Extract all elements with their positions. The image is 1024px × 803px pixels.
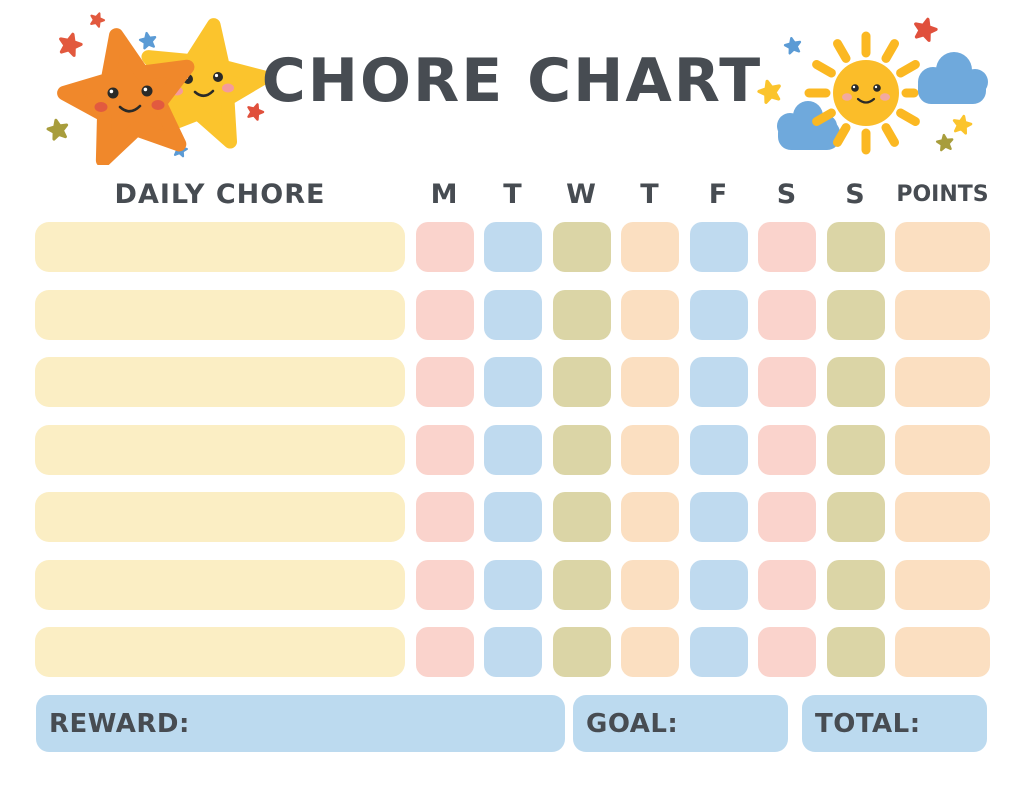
sun	[804, 31, 920, 155]
day-cell-thu[interactable]	[621, 222, 679, 272]
chore-name-cell[interactable]	[35, 357, 405, 407]
day-cell-thu[interactable]	[621, 492, 679, 542]
day-cell-mon[interactable]	[415, 222, 474, 272]
day-cell-wed[interactable]	[552, 627, 611, 677]
day-header-sat: S	[776, 178, 798, 210]
footer: REWARD: GOAL: TOTAL:	[0, 695, 1024, 752]
day-cell-fri[interactable]	[689, 222, 748, 272]
points-cell[interactable]	[895, 559, 990, 610]
orange-star	[55, 22, 203, 165]
day-header-fri: F	[708, 178, 729, 210]
points-cell[interactable]	[895, 357, 990, 407]
day-cell-wed[interactable]	[552, 222, 611, 272]
day-cell-wed[interactable]	[552, 289, 611, 340]
page-title: CHORE CHART	[261, 46, 763, 116]
day-cell-fri[interactable]	[689, 559, 748, 610]
day-cell-thu[interactable]	[621, 357, 679, 407]
day-cell-fri[interactable]	[689, 424, 748, 475]
daily-chore-header: DAILY CHORE	[114, 178, 326, 210]
day-cell-thu[interactable]	[621, 289, 679, 340]
day-cell-sun[interactable]	[826, 559, 885, 610]
points-header: POINTS	[896, 181, 989, 207]
day-cell-wed[interactable]	[552, 492, 611, 542]
day-cell-sat[interactable]	[758, 424, 816, 475]
day-cell-sat[interactable]	[758, 492, 816, 542]
chore-chart-page: CHORE CHART	[0, 0, 1024, 752]
day-cell-mon[interactable]	[415, 357, 474, 407]
day-cell-tue[interactable]	[484, 222, 542, 272]
day-header-mon: M	[430, 178, 459, 210]
day-cell-sat[interactable]	[758, 559, 816, 610]
day-cell-thu[interactable]	[621, 424, 679, 475]
day-cell-thu[interactable]	[621, 559, 679, 610]
chore-name-cell[interactable]	[35, 627, 405, 677]
day-cell-sun[interactable]	[826, 627, 885, 677]
day-cell-tue[interactable]	[484, 492, 542, 542]
cloud-back	[777, 101, 840, 150]
chore-table	[0, 222, 1024, 677]
reward-label: REWARD:	[49, 708, 190, 739]
day-cell-fri[interactable]	[689, 492, 748, 542]
day-cell-mon[interactable]	[415, 559, 474, 610]
day-cell-tue[interactable]	[484, 424, 542, 475]
day-cell-fri[interactable]	[689, 357, 748, 407]
day-cell-sun[interactable]	[826, 424, 885, 475]
day-header-tue: T	[503, 178, 523, 210]
day-cell-fri[interactable]	[689, 627, 748, 677]
day-cell-sat[interactable]	[758, 222, 816, 272]
day-cell-sun[interactable]	[826, 357, 885, 407]
chore-name-cell[interactable]	[35, 559, 405, 610]
day-header-thu: T	[640, 178, 660, 210]
day-header-wed: W	[566, 178, 597, 210]
day-cell-sun[interactable]	[826, 222, 885, 272]
day-cell-sat[interactable]	[758, 289, 816, 340]
points-cell[interactable]	[895, 289, 990, 340]
day-cell-tue[interactable]	[484, 627, 542, 677]
day-cell-sat[interactable]	[758, 627, 816, 677]
day-cell-mon[interactable]	[415, 492, 474, 542]
sun-rays	[804, 31, 920, 155]
day-cell-mon[interactable]	[415, 289, 474, 340]
chore-name-cell[interactable]	[35, 492, 405, 542]
chore-name-cell[interactable]	[35, 222, 405, 272]
day-cell-tue[interactable]	[484, 559, 542, 610]
total-label: TOTAL:	[815, 708, 921, 739]
day-cell-sun[interactable]	[826, 289, 885, 340]
day-cell-tue[interactable]	[484, 357, 542, 407]
cloud-front	[918, 52, 988, 104]
stars-illustration	[35, 12, 270, 165]
day-header-sun: S	[845, 178, 866, 210]
day-cell-wed[interactable]	[552, 424, 611, 475]
goal-label: GOAL:	[586, 708, 679, 739]
points-cell[interactable]	[895, 424, 990, 475]
sun-clouds-illustration	[750, 10, 988, 155]
day-cell-mon[interactable]	[415, 627, 474, 677]
day-cell-fri[interactable]	[689, 289, 748, 340]
total-field[interactable]: TOTAL:	[802, 695, 987, 752]
goal-field[interactable]: GOAL:	[573, 695, 788, 752]
day-cell-thu[interactable]	[621, 627, 679, 677]
day-cell-wed[interactable]	[552, 559, 611, 610]
points-cell[interactable]	[895, 222, 990, 272]
points-cell[interactable]	[895, 492, 990, 542]
points-cell[interactable]	[895, 627, 990, 677]
reward-field[interactable]: REWARD:	[36, 695, 565, 752]
column-headers: DAILY CHORE M T W T F S S POINTS	[0, 175, 1024, 213]
day-cell-sat[interactable]	[758, 357, 816, 407]
day-cell-sun[interactable]	[826, 492, 885, 542]
day-cell-tue[interactable]	[484, 289, 542, 340]
chore-name-cell[interactable]	[35, 424, 405, 475]
page-header: CHORE CHART	[0, 0, 1024, 175]
chore-name-cell[interactable]	[35, 289, 405, 340]
day-cell-wed[interactable]	[552, 357, 611, 407]
day-cell-mon[interactable]	[415, 424, 474, 475]
